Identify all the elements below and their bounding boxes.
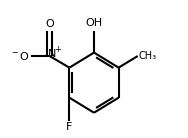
Text: $^-$O: $^-$O — [10, 50, 30, 62]
Text: OH: OH — [85, 18, 103, 28]
Text: F: F — [66, 122, 73, 132]
Text: O: O — [45, 19, 54, 29]
Text: +: + — [54, 45, 61, 54]
Text: CH₃: CH₃ — [138, 51, 157, 61]
Text: N: N — [47, 49, 56, 59]
